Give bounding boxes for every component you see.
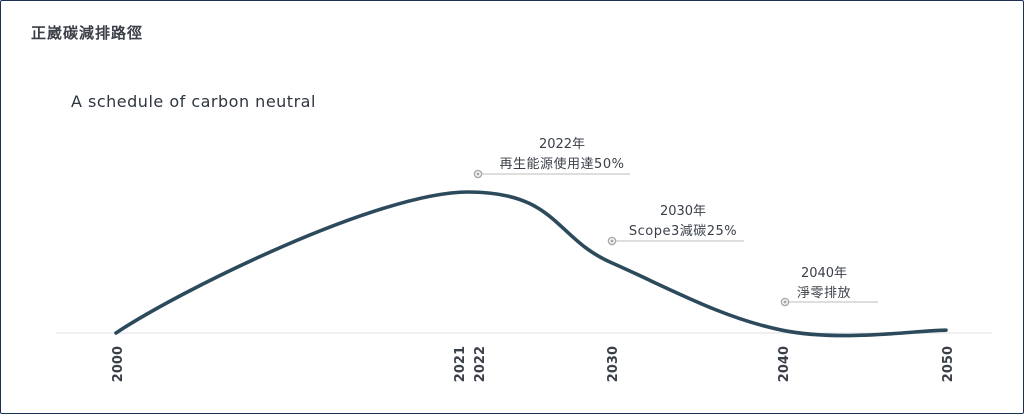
x-tick-label: 2040 bbox=[777, 346, 792, 382]
x-tick-label: 2000 bbox=[111, 346, 126, 382]
panel-title: 正崴碳減排路徑 bbox=[31, 24, 144, 42]
annotation-year: 2030年 bbox=[660, 204, 706, 219]
carbon-trajectory-line bbox=[114, 190, 948, 338]
x-tick-label: 2030 bbox=[606, 346, 621, 382]
annotation-year: 2040年 bbox=[801, 266, 847, 281]
x-tick-label: 2021 bbox=[453, 346, 468, 382]
x-tick-label: 2050 bbox=[941, 346, 956, 382]
annotation-year: 2022年 bbox=[539, 137, 585, 152]
annotation-text: 再生能源使用達50% bbox=[500, 156, 625, 172]
x-tick-label: 2022 bbox=[473, 346, 488, 382]
annotation-text: 淨零排放 bbox=[797, 286, 851, 301]
annotation-marker-center bbox=[610, 239, 614, 243]
annotation-marker-center bbox=[783, 300, 787, 304]
chart-title: A schedule of carbon neutral bbox=[71, 92, 316, 111]
annotation-text: Scope3減碳25% bbox=[629, 223, 737, 239]
annotation-marker-center bbox=[476, 172, 480, 176]
